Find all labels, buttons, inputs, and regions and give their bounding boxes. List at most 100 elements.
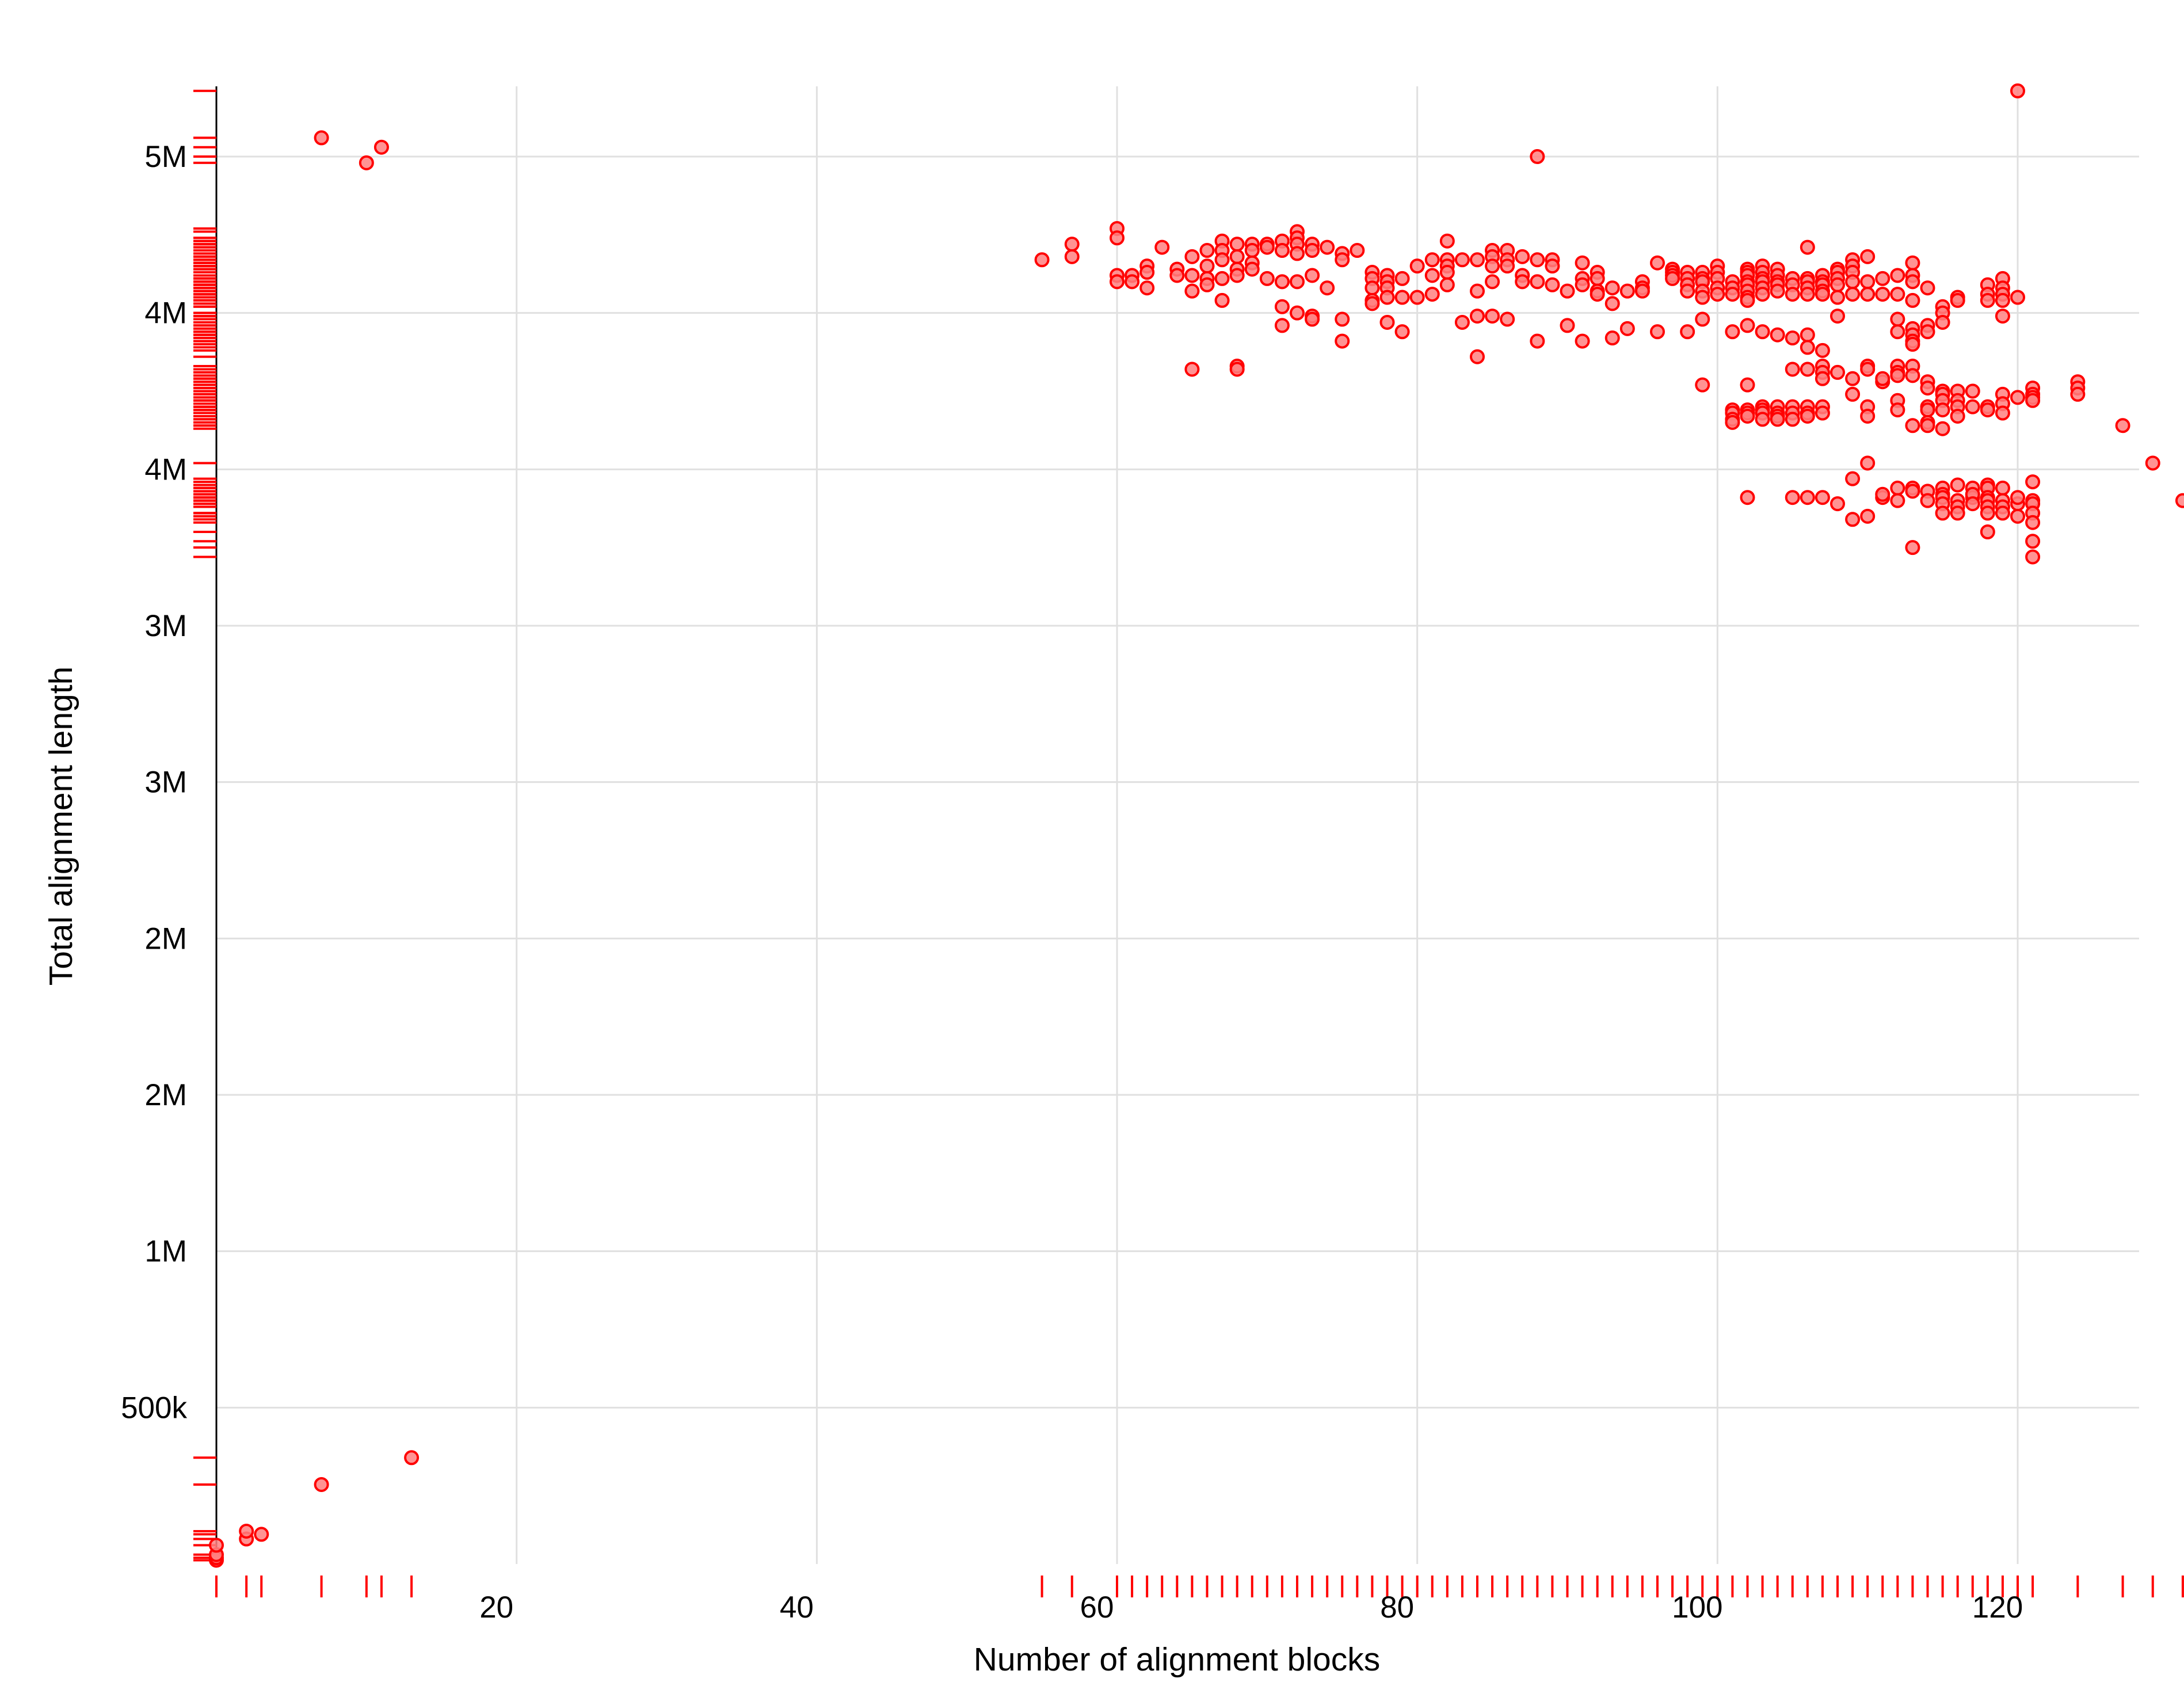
data-point [1199, 258, 1215, 274]
data-point [1364, 280, 1380, 296]
data-point [1710, 287, 1725, 302]
x-tick-label: 100 [1672, 1590, 1722, 1624]
data-point [1485, 258, 1500, 274]
data-point [1335, 252, 1350, 268]
data-point [1860, 287, 1876, 302]
data-point [1800, 239, 1815, 255]
data-point [1845, 274, 1861, 290]
data-point [1500, 258, 1515, 274]
data-point [1995, 309, 2010, 324]
data-point [1305, 268, 1320, 283]
data-point [1274, 274, 1290, 290]
data-point [1875, 371, 1890, 386]
data-point [1590, 287, 1605, 302]
data-point [2025, 534, 2041, 549]
data-point [1394, 271, 1410, 286]
data-point [1575, 277, 1590, 292]
data-point [1905, 255, 1920, 271]
data-point [1815, 371, 1830, 386]
data-point [1725, 414, 1740, 430]
x-rug [215, 1576, 2184, 1597]
data-point [1125, 274, 1140, 290]
data-point [1905, 368, 1920, 383]
data-point [2010, 508, 2025, 524]
data-point [1139, 280, 1155, 296]
data-point [1890, 480, 1905, 496]
data-point [1259, 271, 1275, 286]
data-point [1875, 486, 1890, 502]
data-point [2115, 418, 2130, 433]
data-point [1950, 477, 1965, 493]
data-point [1920, 324, 1935, 340]
data-point [1875, 287, 1890, 302]
data-point [1394, 324, 1410, 340]
data-point [1470, 283, 1485, 299]
data-point [1575, 255, 1590, 271]
data-point [2010, 290, 2025, 305]
data-point [2010, 390, 2025, 405]
data-point [1830, 309, 1845, 324]
data-point [1305, 311, 1320, 327]
data-point [1139, 265, 1155, 280]
data-point [1905, 337, 1920, 352]
data-point [1860, 361, 1876, 377]
data-point [1274, 243, 1290, 258]
data-point [1575, 333, 1590, 349]
data-point [1290, 246, 1305, 261]
data-point [1680, 324, 1695, 340]
x-tick-labels: 20 40 60 80 100 120 [479, 1590, 2023, 1624]
data-point [1845, 386, 1861, 402]
data-point [1439, 233, 1455, 249]
data-point [1755, 287, 1770, 302]
data-point [1995, 292, 2010, 308]
data-point [1935, 402, 1950, 418]
data-point [1815, 490, 1830, 505]
data-point [1545, 258, 1560, 274]
data-point [1785, 287, 1800, 302]
data-point [1530, 333, 1545, 349]
data-point [1905, 274, 1920, 290]
data-point [1935, 314, 1950, 330]
data-point [1064, 237, 1080, 252]
data-point [1064, 249, 1080, 264]
data-point [1920, 418, 1935, 433]
data-point [1815, 343, 1830, 358]
data-point [209, 1538, 224, 1553]
y-tick-label: 3M [144, 766, 187, 800]
data-point [1034, 252, 1050, 268]
data-point [2025, 549, 2041, 565]
data-point [1800, 361, 1815, 377]
data-point [1995, 405, 2010, 421]
data-point [1755, 324, 1770, 340]
data-point [1560, 283, 1575, 299]
data-point [1920, 280, 1935, 296]
data-points [209, 83, 2184, 1568]
y-tick-label: 4M [144, 296, 187, 330]
x-tick-label: 80 [1380, 1590, 1414, 1624]
data-point [1634, 283, 1650, 299]
data-point [1259, 239, 1275, 255]
data-point [1214, 271, 1230, 286]
data-point [1229, 249, 1245, 264]
data-point [1274, 318, 1290, 333]
y-tick-label: 1M [144, 1235, 187, 1269]
data-point [1274, 299, 1290, 314]
data-point [1619, 283, 1635, 299]
data-point [314, 130, 329, 146]
data-point [1424, 268, 1440, 283]
data-point [1845, 512, 1861, 527]
data-point [1950, 292, 1965, 308]
data-point [359, 155, 374, 170]
data-point [1785, 361, 1800, 377]
data-point [1725, 287, 1740, 302]
data-point [1725, 324, 1740, 340]
data-point [1680, 283, 1695, 299]
y-axis-title: Total alignment length [43, 667, 79, 986]
data-point [1995, 505, 2010, 521]
data-point [1110, 230, 1125, 246]
data-point [2010, 83, 2025, 98]
data-point [1184, 268, 1200, 283]
data-point [1485, 309, 1500, 324]
y-tick-label: 3M [144, 609, 187, 643]
data-point [2025, 393, 2041, 408]
